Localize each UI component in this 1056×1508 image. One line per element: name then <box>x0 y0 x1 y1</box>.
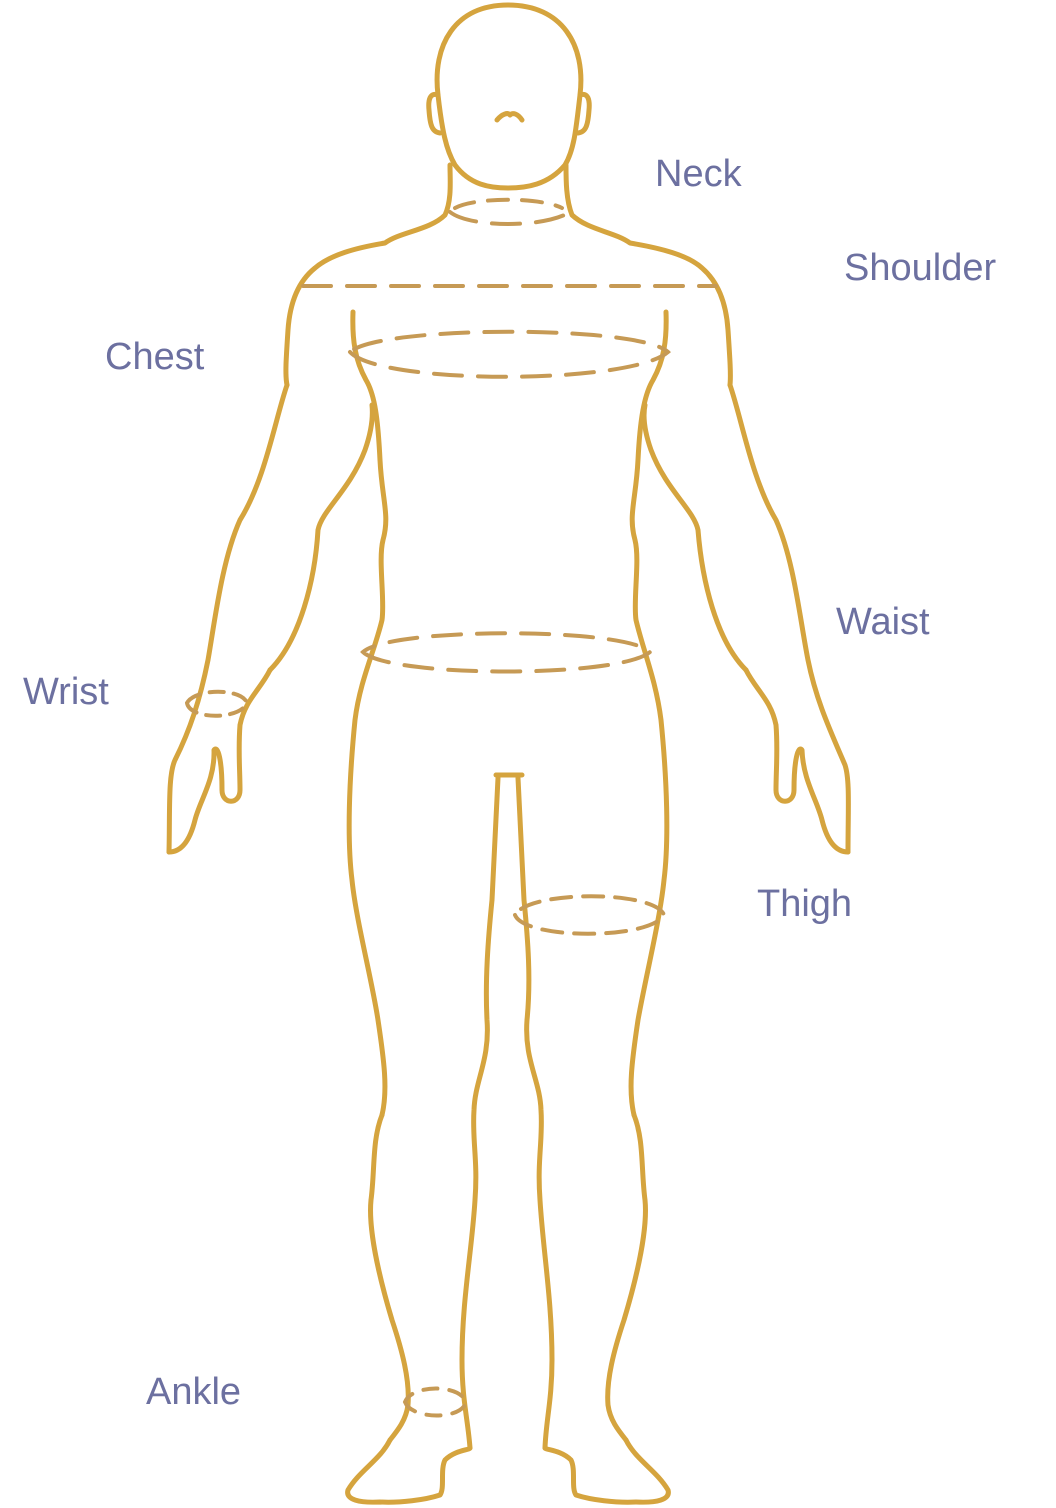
right-arm-outer <box>727 382 851 855</box>
label-chest: Chest <box>105 336 205 378</box>
ankle-measure-line <box>402 1386 469 1418</box>
left-outer-leg <box>368 1112 411 1443</box>
right-ear <box>575 91 592 136</box>
right-inner-leg <box>515 775 555 1451</box>
label-ankle: Ankle <box>146 1371 242 1413</box>
left-foot <box>345 1437 473 1505</box>
right-outer-leg <box>605 1112 648 1443</box>
label-neck: Neck <box>655 153 742 195</box>
left-neck-shoulder <box>283 162 453 388</box>
head-outline <box>434 2 584 191</box>
nose <box>494 111 525 123</box>
neck-measure-line-back <box>453 197 564 210</box>
label-shoulder: Shoulder <box>844 247 997 289</box>
left-hand <box>166 667 273 855</box>
chest-measure-line <box>347 329 671 379</box>
right-neck-shoulder <box>563 162 733 388</box>
neck-measure-line <box>448 210 572 226</box>
waist-measure-line <box>360 631 653 674</box>
right-arm-inner <box>641 402 749 673</box>
label-waist: Waist <box>836 601 930 643</box>
thigh-measure-line <box>512 894 667 936</box>
left-ear <box>426 91 443 136</box>
right-foot <box>542 1437 671 1505</box>
left-inner-leg <box>459 775 501 1451</box>
measurement-lines <box>184 197 718 1418</box>
label-wrist: Wrist <box>23 671 109 713</box>
right-hand <box>743 667 851 855</box>
left-arm-outer <box>166 382 290 855</box>
left-arm-inner <box>267 402 375 673</box>
label-thigh: Thigh <box>757 883 853 925</box>
right-torso <box>628 309 670 1118</box>
body-outline <box>166 2 851 1505</box>
left-torso <box>346 309 389 1118</box>
